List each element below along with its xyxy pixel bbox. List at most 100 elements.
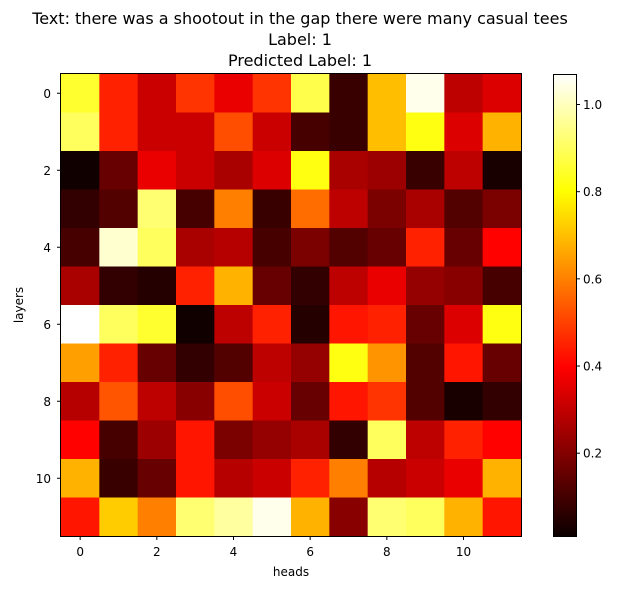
heatmap-cell [482,112,522,152]
heatmap-cell [137,74,177,114]
heatmap-cell [406,459,445,499]
heatmap-cell [482,343,522,383]
heatmap-cell [329,497,369,537]
heatmap-cell [444,228,484,268]
heatmap-cell [176,112,215,152]
heatmap-cell [444,305,484,345]
heatmap-cell [61,112,100,152]
heatmap-cell [214,266,254,306]
heatmap-cell [329,266,369,306]
heatmap-cell [137,112,177,152]
heatmap-cell [61,189,100,229]
heatmap-cell [406,266,445,306]
heatmap-cell [214,497,254,537]
y-axis-label: layers [12,287,26,323]
heatmap-cell [176,343,215,383]
heatmap-cell [99,420,139,460]
heatmap-cell [482,189,522,229]
heatmap-cell [176,266,215,306]
heatmap-cell [252,497,292,537]
heatmap-cell [406,189,445,229]
heatmap-cell [291,459,330,499]
heatmap-cell [99,74,139,114]
x-axis: 0 2 4 6 8 10 [76,536,471,559]
heatmap-cell [291,420,330,460]
heatmap-cell [482,497,522,537]
heatmap-cell [444,497,484,537]
heatmap-cell [329,420,369,460]
heatmap-cell [482,459,522,499]
heatmap-cell [329,228,369,268]
heatmap-cell [61,228,100,268]
heatmap-cells [61,74,522,537]
heatmap-cell [137,151,177,191]
heatmap-cell [291,74,330,114]
heatmap-cell [252,228,292,268]
heatmap-cell [291,151,330,191]
heatmap-cell [176,497,215,537]
heatmap-cell [214,112,254,152]
heatmap-cell [214,343,254,383]
heatmap-cell [176,382,215,422]
plot-frame [60,73,522,537]
heatmap-cell [137,305,177,345]
heatmap-cell [61,151,100,191]
heatmap-cell [252,382,292,422]
heatmap-cell [137,497,177,537]
heatmap-cell [252,74,292,114]
heatmap-cell [252,420,292,460]
heatmap-cell [291,266,330,306]
y-tick-label: 2 [43,164,51,178]
heatmap-cell [99,112,139,152]
heatmap-cell [367,189,407,229]
heatmap-cell [61,305,100,345]
heatmap-cell [252,459,292,499]
heatmap-cell [367,343,407,383]
heatmap-cell [214,459,254,499]
colorbar-tick-label: 0.8 [583,185,602,199]
heatmap-cell [329,151,369,191]
heatmap-cell [291,112,330,152]
heatmap-cell [406,305,445,345]
heatmap-cell [99,189,139,229]
colorbar-tick-label: 0.4 [583,360,602,374]
heatmap-cell [444,266,484,306]
heatmap-cell [99,151,139,191]
heatmap-cell [61,459,100,499]
heatmap-cell [444,112,484,152]
chart-title: Text: there was a shootout in the gap th… [0,8,600,71]
heatmap-cell [329,74,369,114]
heatmap-cell [137,266,177,306]
heatmap-cell [99,228,139,268]
heatmap-cell [291,228,330,268]
heatmap-cell [329,112,369,152]
heatmap-cell [252,266,292,306]
heatmap-cell [137,189,177,229]
heatmap-cell [367,420,407,460]
heatmap-cell [291,382,330,422]
x-tick-label: 8 [383,545,391,559]
heatmap-cell [329,343,369,383]
heatmap-cell [99,343,139,383]
colorbar [553,74,576,536]
heatmap-cell [214,189,254,229]
heatmap-cell [214,151,254,191]
heatmap-cell [329,189,369,229]
heatmap-cell [214,420,254,460]
heatmap-cell [482,74,522,114]
colorbar-frame [553,74,577,537]
heatmap-cell [444,74,484,114]
heatmap-cell [61,343,100,383]
heatmap-cell [367,112,407,152]
heatmap-cell [482,228,522,268]
heatmap-cell [406,112,445,152]
heatmap-cell [482,305,522,345]
heatmap-cell [482,420,522,460]
heatmap-cell [482,266,522,306]
heatmap-cell [291,305,330,345]
heatmap-cell [99,382,139,422]
heatmap-cell [176,74,215,114]
heatmap-cell [252,189,292,229]
heatmap-cell [367,74,407,114]
heatmap-cell [99,266,139,306]
